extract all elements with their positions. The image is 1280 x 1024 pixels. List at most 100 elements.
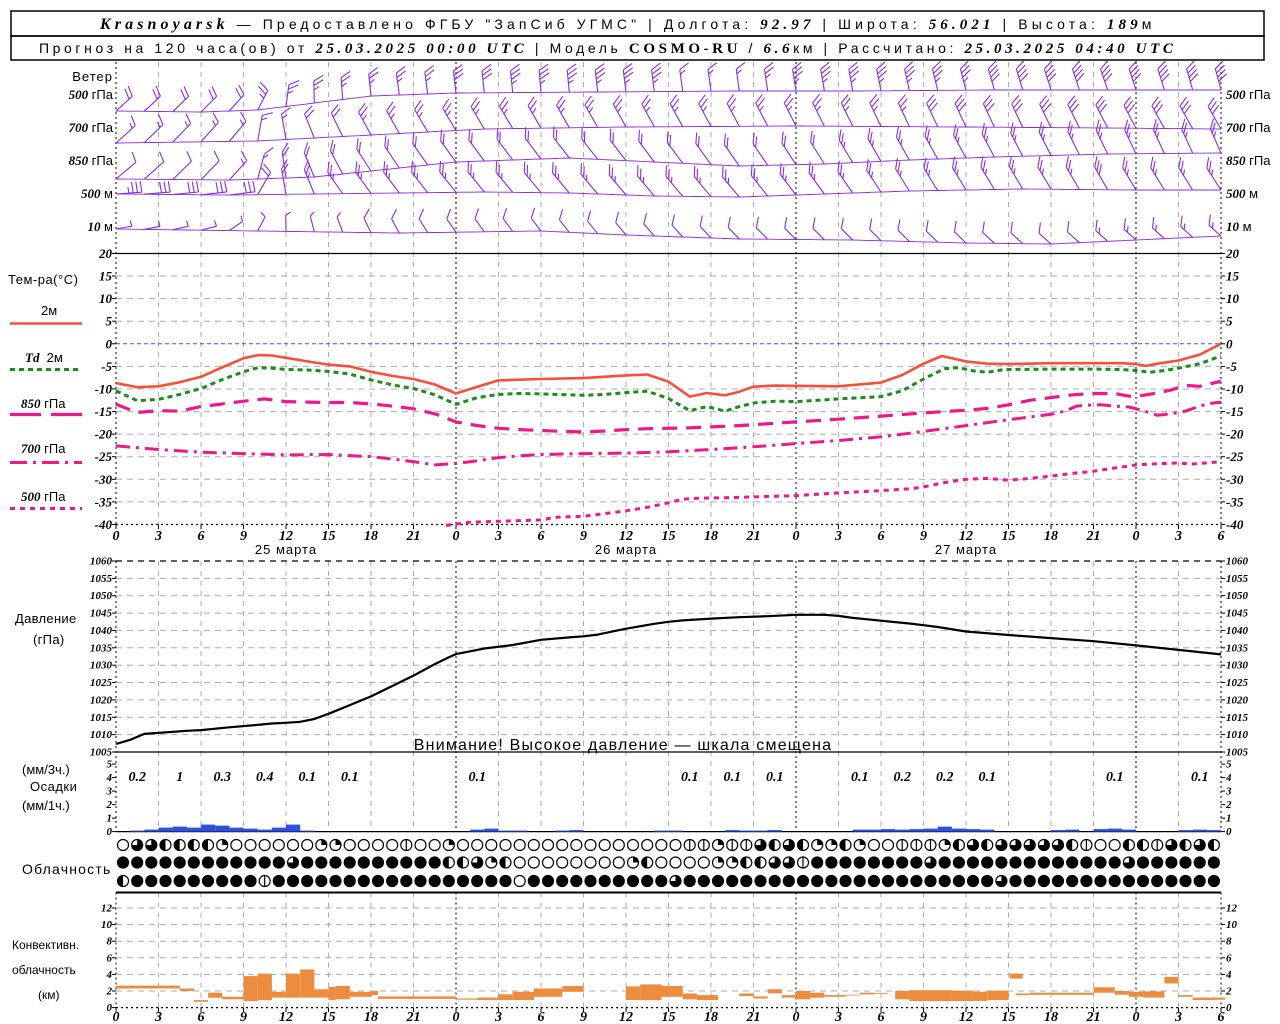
svg-text:18: 18 xyxy=(1044,529,1058,544)
svg-text:0.2: 0.2 xyxy=(894,770,912,785)
svg-text:12: 12 xyxy=(279,1010,293,1024)
svg-text:Конвективн.: Конвективн. xyxy=(12,938,79,952)
svg-text:12: 12 xyxy=(101,903,113,915)
svg-text:-15: -15 xyxy=(95,404,113,419)
svg-text:1025: 1025 xyxy=(90,677,113,689)
svg-text:4: 4 xyxy=(1225,772,1232,784)
svg-text:5: 5 xyxy=(1226,314,1233,329)
svg-text:0: 0 xyxy=(793,1010,800,1024)
svg-text:-10: -10 xyxy=(95,382,113,397)
svg-text:1030: 1030 xyxy=(1226,660,1249,672)
svg-text:0.1: 0.1 xyxy=(681,770,699,785)
svg-text:6: 6 xyxy=(1218,1010,1225,1024)
svg-text:9: 9 xyxy=(920,1010,927,1024)
svg-text:6: 6 xyxy=(538,1010,545,1024)
svg-text:Давление: Давление xyxy=(15,611,77,626)
svg-text:500 м: 500 м xyxy=(81,186,113,201)
svg-text:3: 3 xyxy=(494,1010,502,1024)
svg-text:1055: 1055 xyxy=(90,573,113,585)
svg-text:26 марта: 26 марта xyxy=(595,542,657,557)
svg-text:1045: 1045 xyxy=(1226,608,1249,620)
svg-text:1: 1 xyxy=(1226,813,1232,825)
svg-text:-35: -35 xyxy=(95,494,113,509)
svg-text:1050: 1050 xyxy=(90,590,113,602)
svg-text:1: 1 xyxy=(107,813,113,825)
svg-text:10: 10 xyxy=(101,919,113,931)
svg-text:1: 1 xyxy=(176,770,183,785)
svg-text:3: 3 xyxy=(106,786,113,798)
svg-text:0.4: 0.4 xyxy=(256,770,274,785)
svg-text:12: 12 xyxy=(619,1010,633,1024)
svg-text:1025: 1025 xyxy=(1226,677,1249,689)
svg-text:2: 2 xyxy=(1225,986,1232,998)
svg-text:-40: -40 xyxy=(1226,517,1244,532)
svg-text:850 гПа: 850 гПа xyxy=(69,153,114,168)
svg-text:15: 15 xyxy=(1002,1010,1016,1024)
svg-text:1060: 1060 xyxy=(90,556,113,568)
svg-text:15: 15 xyxy=(322,1010,336,1024)
svg-text:-20: -20 xyxy=(95,427,113,442)
svg-text:500 м: 500 м xyxy=(1226,186,1258,201)
svg-text:21: 21 xyxy=(406,529,421,544)
svg-text:Внимание! Высокое давление — ш: Внимание! Высокое давление — шкала смеще… xyxy=(414,737,832,754)
svg-text:4: 4 xyxy=(106,772,113,784)
svg-text:12: 12 xyxy=(959,529,973,544)
svg-text:20: 20 xyxy=(98,246,113,261)
svg-text:0: 0 xyxy=(793,529,800,544)
svg-text:Тем-ра(°C): Тем-ра(°C) xyxy=(8,272,78,287)
svg-text:1050: 1050 xyxy=(1226,590,1249,602)
svg-text:0: 0 xyxy=(106,336,113,351)
svg-text:18: 18 xyxy=(1044,1010,1058,1024)
svg-text:18: 18 xyxy=(704,1010,718,1024)
svg-text:12: 12 xyxy=(619,529,633,544)
svg-text:0: 0 xyxy=(1133,529,1140,544)
svg-text:500 гПа: 500 гПа xyxy=(1226,87,1271,102)
svg-text:1020: 1020 xyxy=(90,694,113,706)
svg-text:18: 18 xyxy=(364,529,378,544)
svg-text:1040: 1040 xyxy=(90,625,113,637)
svg-text:1015: 1015 xyxy=(90,712,113,724)
svg-text:(гПа): (гПа) xyxy=(33,632,64,647)
svg-text:8: 8 xyxy=(1226,936,1232,948)
svg-text:15: 15 xyxy=(1002,529,1016,544)
svg-text:0.1: 0.1 xyxy=(979,770,997,785)
svg-text:1035: 1035 xyxy=(1226,642,1249,654)
svg-text:15: 15 xyxy=(322,529,336,544)
svg-text:1055: 1055 xyxy=(1226,573,1249,585)
svg-text:500 гПа: 500 гПа xyxy=(69,87,114,102)
svg-text:0: 0 xyxy=(453,1010,460,1024)
svg-text:1015: 1015 xyxy=(1226,712,1249,724)
svg-text:Облачность: Облачность xyxy=(22,861,111,877)
svg-text:21: 21 xyxy=(1086,529,1101,544)
svg-text:12: 12 xyxy=(279,529,293,544)
svg-text:21: 21 xyxy=(746,529,761,544)
svg-text:850 гПа: 850 гПа xyxy=(21,396,66,411)
svg-text:0.1: 0.1 xyxy=(469,770,487,785)
svg-text:21: 21 xyxy=(1086,1010,1101,1024)
svg-text:4: 4 xyxy=(106,969,113,981)
svg-text:25 марта: 25 марта xyxy=(255,542,317,557)
svg-text:Ветер: Ветер xyxy=(72,69,113,84)
svg-text:6: 6 xyxy=(878,1010,885,1024)
svg-text:700 гПа: 700 гПа xyxy=(69,120,114,135)
svg-text:1045: 1045 xyxy=(90,608,113,620)
svg-text:700 гПа: 700 гПа xyxy=(1226,120,1271,135)
svg-text:5: 5 xyxy=(1226,759,1232,771)
svg-text:-10: -10 xyxy=(1226,382,1244,397)
svg-text:21: 21 xyxy=(746,1010,761,1024)
svg-text:21: 21 xyxy=(406,1010,421,1024)
svg-text:0.1: 0.1 xyxy=(724,770,742,785)
svg-text:27 марта: 27 марта xyxy=(935,542,997,557)
svg-text:6: 6 xyxy=(1218,529,1225,544)
svg-text:6: 6 xyxy=(538,529,545,544)
svg-text:0.1: 0.1 xyxy=(766,770,784,785)
svg-text:-30: -30 xyxy=(95,472,113,487)
svg-text:6: 6 xyxy=(878,529,885,544)
svg-text:8: 8 xyxy=(107,936,113,948)
svg-text:3: 3 xyxy=(1174,1010,1182,1024)
svg-text:0: 0 xyxy=(1133,1010,1140,1024)
svg-text:0: 0 xyxy=(1226,1002,1232,1014)
svg-text:-20: -20 xyxy=(1226,427,1244,442)
svg-text:-25: -25 xyxy=(95,449,113,464)
svg-text:(мм/1ч.): (мм/1ч.) xyxy=(22,798,70,813)
